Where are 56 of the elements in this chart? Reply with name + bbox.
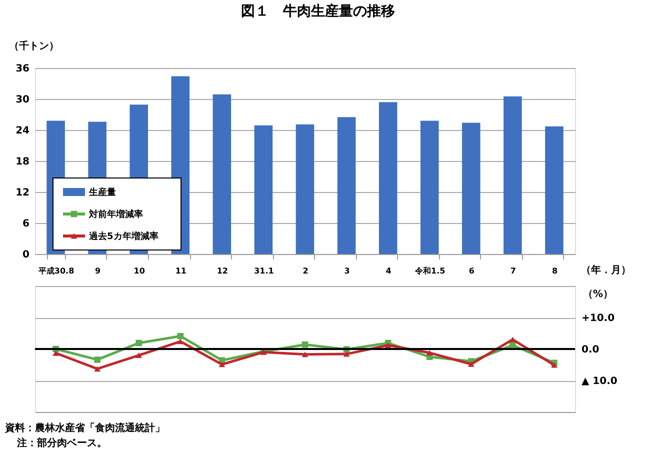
x-tick-label: 平成30.8	[37, 266, 75, 276]
bar	[378, 102, 398, 254]
y-tick-label: 0	[22, 250, 30, 260]
point	[94, 366, 100, 372]
point	[177, 338, 184, 344]
bar	[545, 126, 564, 254]
point	[52, 350, 59, 356]
point	[136, 352, 142, 358]
point	[218, 362, 226, 368]
x-tick-label: 4	[386, 266, 392, 276]
y-tick-label: +10.0	[582, 313, 615, 324]
text: 資料：農林水産省「食肉流通統計」	[4, 422, 165, 434]
bar	[462, 122, 480, 254]
y-tick-label: 24	[16, 126, 30, 136]
point	[177, 332, 184, 340]
y-tick-label: 6	[22, 218, 30, 230]
point	[384, 342, 392, 348]
point	[468, 361, 474, 367]
y-tick-label: 0.0	[582, 344, 600, 356]
legend-label: 過去5カ年増減率	[88, 230, 158, 242]
y-axis-title: （千トン）	[9, 40, 59, 52]
point	[302, 352, 308, 358]
bar	[337, 117, 356, 254]
chart-title: 図１ 牛肉生産量の推移	[241, 2, 395, 20]
x-tick-label: 12	[216, 266, 228, 276]
y-tick-label: 30	[16, 94, 30, 106]
y-tick-label: 18	[16, 156, 30, 168]
x-tick-label: 10	[134, 266, 146, 276]
bar	[254, 125, 273, 254]
x-tick-label: 7	[510, 266, 516, 276]
text: 注：部分肉ベース。	[16, 437, 107, 449]
x-tick-label: 3	[344, 266, 350, 276]
y-tick-label: 36	[16, 64, 30, 74]
y-tick-label: ▲ 10.0	[582, 376, 618, 387]
x-tick-label: 6	[468, 266, 475, 276]
y-axis-title: （%）	[583, 289, 614, 300]
x-tick-label: 令和1.5	[414, 266, 446, 276]
x-axis-title: （年．月）	[581, 264, 631, 276]
legend-label: 対前年増減率	[88, 208, 143, 220]
x-tick-label: 8	[552, 266, 558, 276]
point	[136, 340, 142, 346]
x-tick-label: 11	[175, 266, 187, 276]
point	[94, 356, 100, 363]
bar	[504, 96, 522, 254]
x-tick-label: 31.1	[254, 266, 274, 276]
point	[551, 362, 558, 368]
x-tick-label: 9	[95, 266, 102, 276]
legend-label: 生産量	[88, 187, 116, 198]
bar	[420, 120, 439, 254]
y-tick-label: 12	[16, 188, 30, 198]
point	[302, 341, 308, 348]
point	[426, 350, 433, 356]
x-tick-label: 2	[302, 266, 308, 276]
bar	[296, 124, 314, 254]
bar	[212, 94, 232, 254]
point	[343, 351, 350, 357]
